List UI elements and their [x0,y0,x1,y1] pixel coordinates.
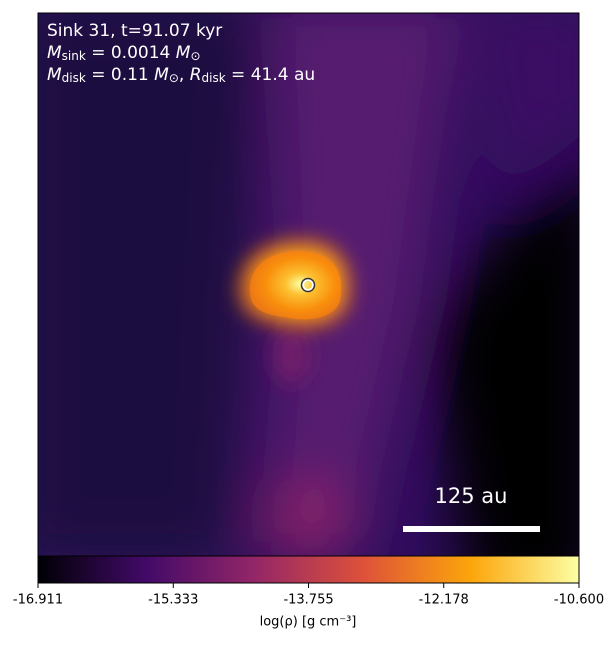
annotation-part: M [47,65,62,85]
tick-label: -16.911 [13,593,63,608]
scale-bar-label: 125 au [435,484,508,508]
tick-label: -13.755 [283,593,333,608]
annotation: Msink = 0.0014 M⊙ [47,43,201,63]
annotation-part: M [47,43,62,63]
annotation-part: ⊙ [169,71,179,85]
tick-label: -10.600 [554,593,604,608]
colorbar [37,555,580,584]
annotation-part: M [154,65,169,85]
annotation-part: R [190,65,202,85]
annotation-part: , [179,65,190,85]
annotation-part: = 0.0014 [86,43,176,63]
annotation-part: ⊙ [190,49,200,63]
scale-bar [403,526,540,532]
annotation: Mdisk = 0.11 M⊙, Rdisk = 41.4 au [47,65,315,85]
colorbar-label: log(ρ) [g cm⁻³] [260,615,357,630]
annotation: Sink 31, t=91.07 kyr [47,21,222,41]
annotation-part: disk [202,71,226,85]
annotation-part: Sink 31, t=91.07 kyr [47,21,222,41]
density-map [38,13,579,556]
annotation-part: = 41.4 au [226,65,316,85]
annotation-part: M [176,43,191,63]
annotation-part: disk [62,71,86,85]
annotation-part: = 0.11 [86,65,154,85]
tick-label: -15.333 [148,593,198,608]
annotation-part: sink [62,49,86,63]
tick-label: -12.178 [419,593,469,608]
